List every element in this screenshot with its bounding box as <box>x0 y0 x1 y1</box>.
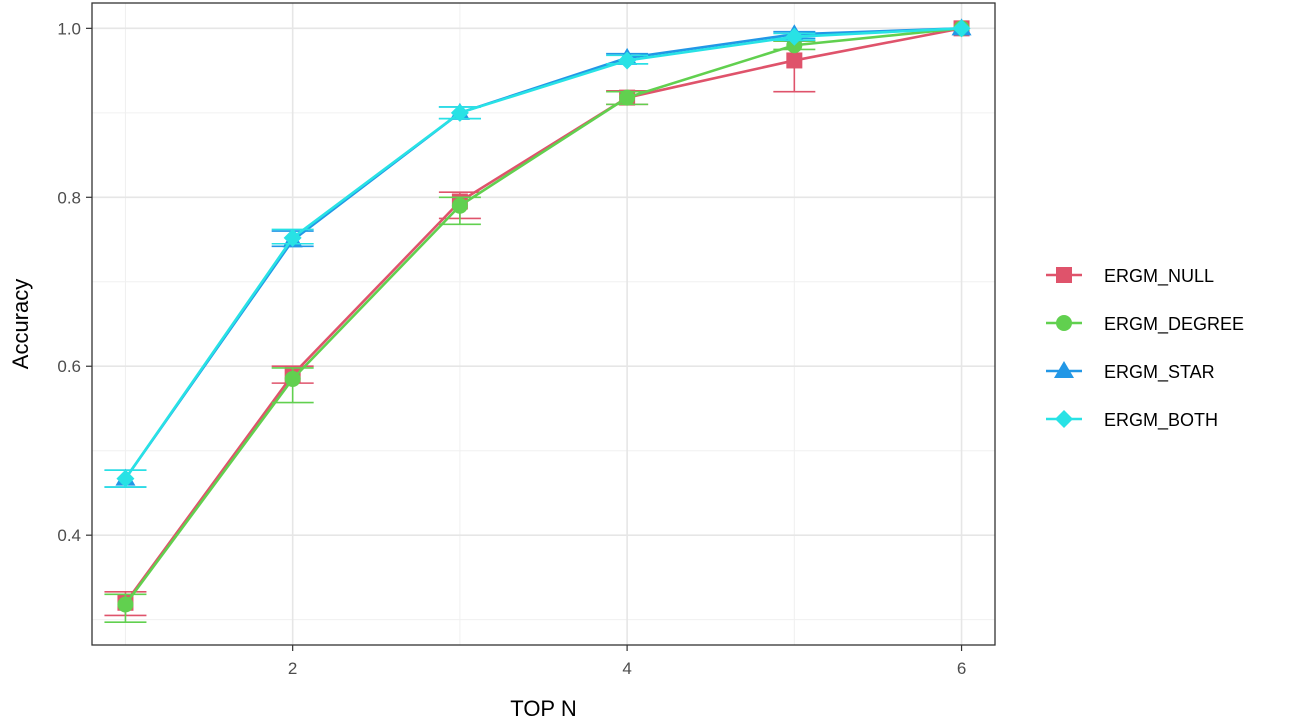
x-tick-label: 4 <box>622 659 631 678</box>
series-line <box>124 27 962 604</box>
series-ergm-both <box>104 19 971 488</box>
data-point <box>618 51 637 70</box>
series-line <box>124 27 962 606</box>
data-point <box>283 228 302 247</box>
legend-item: ERGM_DEGREE <box>1046 314 1244 335</box>
legend-label: ERGM_STAR <box>1104 362 1215 383</box>
legend-item: ERGM_NULL <box>1046 266 1214 287</box>
data-point <box>786 52 803 69</box>
x-axis-title: TOP N <box>510 696 576 721</box>
series-line <box>124 27 962 480</box>
y-tick-label: 0.6 <box>57 357 81 376</box>
data-point <box>284 370 301 387</box>
legend-item: ERGM_STAR <box>1046 361 1215 383</box>
plot-border <box>91 2 996 646</box>
legend-key-marker <box>1055 410 1073 428</box>
grid <box>92 3 995 645</box>
data-point <box>450 103 469 122</box>
series-layer <box>104 18 972 623</box>
data-point <box>117 596 134 613</box>
data-point <box>952 19 971 38</box>
data-point <box>451 197 468 214</box>
y-tick-label: 1.0 <box>57 19 81 38</box>
series-ergm-null <box>104 20 970 617</box>
legend-key-marker <box>1056 267 1072 283</box>
x-tick-label: 2 <box>288 659 297 678</box>
legend: ERGM_NULL ERGM_DEGREE ERGM_STAR ERGM_BOTH <box>1046 266 1244 431</box>
y-tick-label: 0.8 <box>57 188 81 207</box>
series-line <box>124 27 962 480</box>
legend-key-marker <box>1056 315 1072 331</box>
y-axis-title: Accuracy <box>8 279 33 369</box>
data-point <box>785 27 804 46</box>
data-point <box>116 469 135 488</box>
legend-label: ERGM_DEGREE <box>1104 314 1244 335</box>
y-tick-label: 0.4 <box>57 526 81 545</box>
x-tick-label: 6 <box>957 659 966 678</box>
axes: 2 4 6 0.4 0.6 0.8 1.0 <box>57 19 966 678</box>
legend-item: ERGM_BOTH <box>1046 410 1218 431</box>
data-point <box>619 89 636 106</box>
legend-label: ERGM_NULL <box>1104 266 1214 287</box>
legend-label: ERGM_BOTH <box>1104 410 1218 431</box>
legend-key-marker <box>1054 361 1074 378</box>
